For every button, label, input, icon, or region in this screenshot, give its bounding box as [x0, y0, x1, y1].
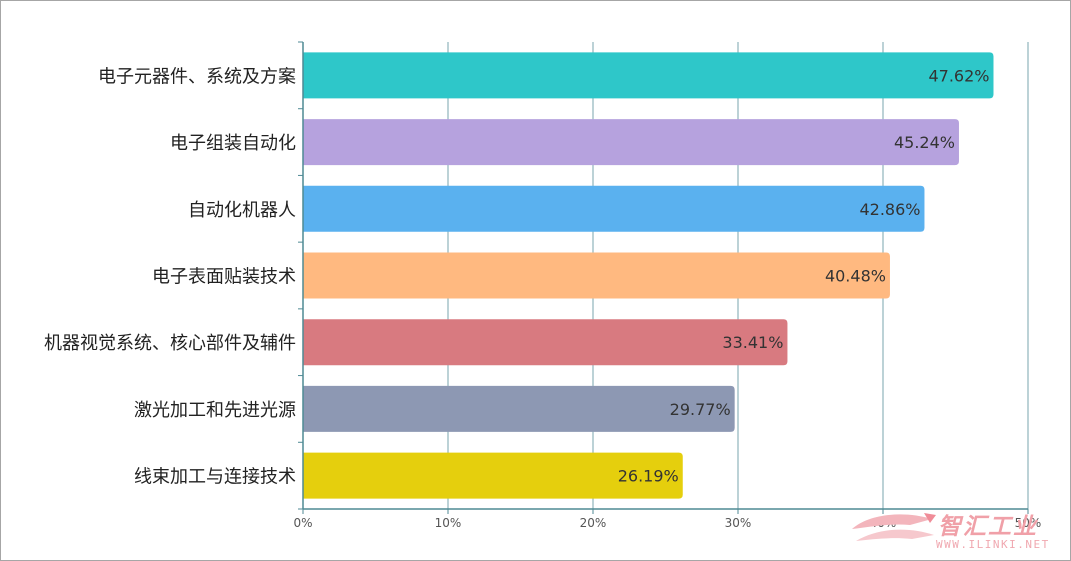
bar-value-label: 42.86% [859, 200, 920, 219]
category-label: 机器视觉系统、核心部件及辅件 [44, 333, 296, 354]
watermark-url: WWW.ILINKI.NET [936, 538, 1050, 551]
bar [303, 185, 925, 232]
x-tick-label: 10% [435, 516, 462, 530]
category-label: 电子表面贴装技术 [152, 267, 296, 288]
category-label: 线束加工与连接技术 [134, 467, 296, 488]
category-label: 电子元器件、系统及方案 [98, 66, 296, 87]
category-label: 电子组装自动化 [170, 133, 296, 154]
bar [303, 319, 788, 366]
labels: 0%10%20%30%40%50%47.62%电子元器件、系统及方案45.24%… [44, 66, 1041, 530]
bar-value-label: 26.19% [618, 467, 679, 486]
axes [298, 41, 1029, 514]
watermark-brand: 智汇工业 [938, 514, 1038, 540]
x-tick-label: 50% [1015, 516, 1042, 530]
bar-value-label: 47.62% [928, 66, 989, 85]
bars [303, 52, 994, 499]
x-tick-label: 20% [580, 516, 607, 530]
category-label: 自动化机器人 [188, 200, 296, 221]
bar [303, 52, 994, 99]
category-label: 激光加工和先进光源 [134, 400, 296, 421]
bar-value-label: 40.48% [825, 267, 886, 286]
bar-value-label: 45.24% [894, 133, 955, 152]
bar-value-label: 33.41% [722, 333, 783, 352]
bar-value-label: 29.77% [670, 400, 731, 419]
bar [303, 119, 959, 166]
bar [303, 452, 683, 499]
bar [303, 385, 735, 432]
x-tick-label: 0% [293, 516, 312, 530]
bar [303, 252, 890, 299]
x-tick-label: 30% [725, 516, 752, 530]
watermark-logo-icon [852, 513, 936, 541]
